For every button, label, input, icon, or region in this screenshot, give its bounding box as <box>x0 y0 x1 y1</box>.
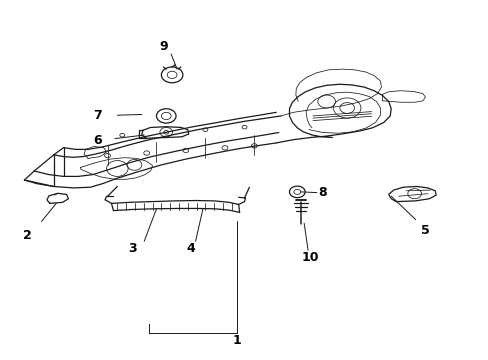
Text: 1: 1 <box>232 334 241 347</box>
Text: 8: 8 <box>318 186 326 199</box>
Text: 4: 4 <box>186 242 195 255</box>
Text: 10: 10 <box>301 251 319 264</box>
Text: 9: 9 <box>159 40 168 53</box>
Text: 2: 2 <box>22 229 31 242</box>
Text: 7: 7 <box>93 109 102 122</box>
Text: 6: 6 <box>93 134 102 147</box>
Text: 5: 5 <box>420 224 429 237</box>
Text: 3: 3 <box>127 242 136 255</box>
